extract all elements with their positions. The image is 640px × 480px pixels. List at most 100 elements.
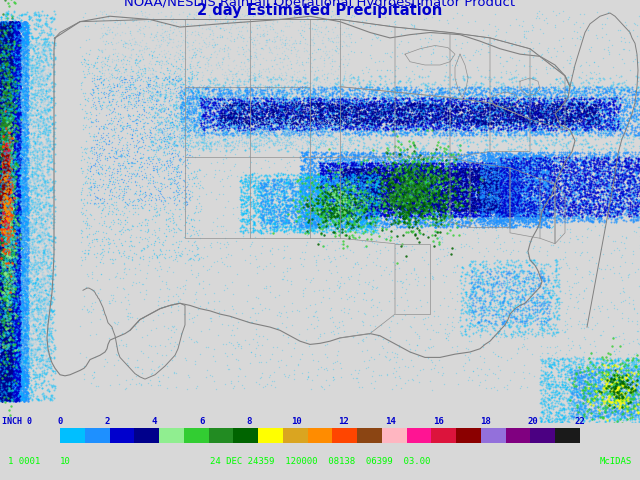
Point: [4, 208, 14, 216]
Point: [0, 173, 9, 181]
Point: [545, 180, 556, 188]
Point: [600, 405, 611, 413]
Point: [308, 312, 319, 320]
Point: [256, 112, 266, 120]
Point: [454, 161, 464, 168]
Point: [0, 76, 5, 84]
Point: [584, 267, 594, 275]
Point: [490, 105, 500, 113]
Point: [630, 187, 640, 194]
Point: [616, 276, 627, 283]
Point: [584, 181, 595, 189]
Point: [325, 140, 335, 147]
Point: [490, 131, 500, 138]
Point: [14, 327, 24, 335]
Point: [340, 204, 350, 212]
Point: [342, 168, 353, 176]
Point: [475, 186, 485, 193]
Point: [423, 201, 433, 209]
Point: [14, 14, 24, 22]
Point: [85, 331, 95, 338]
Point: [473, 326, 483, 334]
Point: [398, 176, 408, 183]
Point: [519, 216, 529, 223]
Point: [435, 101, 445, 109]
Point: [5, 377, 15, 384]
Point: [4, 239, 15, 246]
Point: [294, 117, 304, 124]
Point: [334, 222, 344, 229]
Point: [11, 92, 21, 100]
Point: [410, 126, 420, 133]
Point: [467, 178, 477, 186]
Point: [451, 97, 461, 105]
Point: [335, 105, 345, 113]
Point: [241, 85, 252, 93]
Point: [332, 205, 342, 213]
Point: [0, 272, 7, 279]
Point: [232, 79, 242, 86]
Point: [138, 136, 148, 144]
Point: [269, 123, 279, 131]
Point: [48, 61, 58, 69]
Point: [365, 178, 375, 186]
Point: [11, 36, 21, 44]
Point: [623, 122, 634, 130]
Point: [0, 255, 10, 263]
Point: [351, 120, 361, 127]
Point: [439, 169, 449, 177]
Point: [5, 132, 15, 140]
Point: [394, 174, 404, 181]
Point: [40, 183, 51, 191]
Point: [13, 334, 24, 342]
Point: [393, 105, 403, 113]
Point: [6, 96, 17, 104]
Point: [346, 194, 356, 202]
Point: [1, 257, 11, 265]
Point: [527, 177, 538, 185]
Point: [21, 390, 31, 398]
Point: [519, 196, 529, 204]
Point: [348, 190, 358, 197]
Point: [0, 148, 9, 156]
Point: [520, 256, 531, 264]
Point: [31, 82, 42, 89]
Point: [368, 193, 378, 201]
Point: [404, 181, 415, 189]
Point: [42, 266, 52, 274]
Point: [616, 178, 627, 186]
Point: [323, 111, 333, 119]
Point: [352, 114, 362, 121]
Point: [12, 107, 22, 114]
Point: [554, 100, 564, 108]
Point: [10, 92, 20, 100]
Point: [390, 173, 401, 181]
Point: [540, 390, 550, 397]
Point: [473, 216, 483, 223]
Point: [32, 229, 42, 237]
Point: [603, 388, 613, 396]
Point: [1, 103, 12, 111]
Point: [0, 289, 8, 297]
Point: [6, 286, 16, 293]
Point: [556, 167, 566, 175]
Point: [339, 207, 349, 215]
Point: [579, 396, 589, 404]
Point: [474, 114, 484, 121]
Point: [617, 96, 627, 104]
Point: [12, 359, 22, 367]
Point: [6, 250, 16, 257]
Point: [31, 209, 42, 217]
Point: [1, 20, 11, 27]
Point: [613, 106, 623, 113]
Point: [408, 159, 419, 167]
Point: [531, 152, 541, 159]
Point: [436, 179, 447, 187]
Point: [345, 198, 355, 206]
Point: [433, 181, 444, 189]
Point: [503, 107, 513, 115]
Point: [340, 182, 351, 190]
Point: [474, 182, 484, 190]
Point: [14, 375, 24, 383]
Point: [280, 215, 290, 222]
